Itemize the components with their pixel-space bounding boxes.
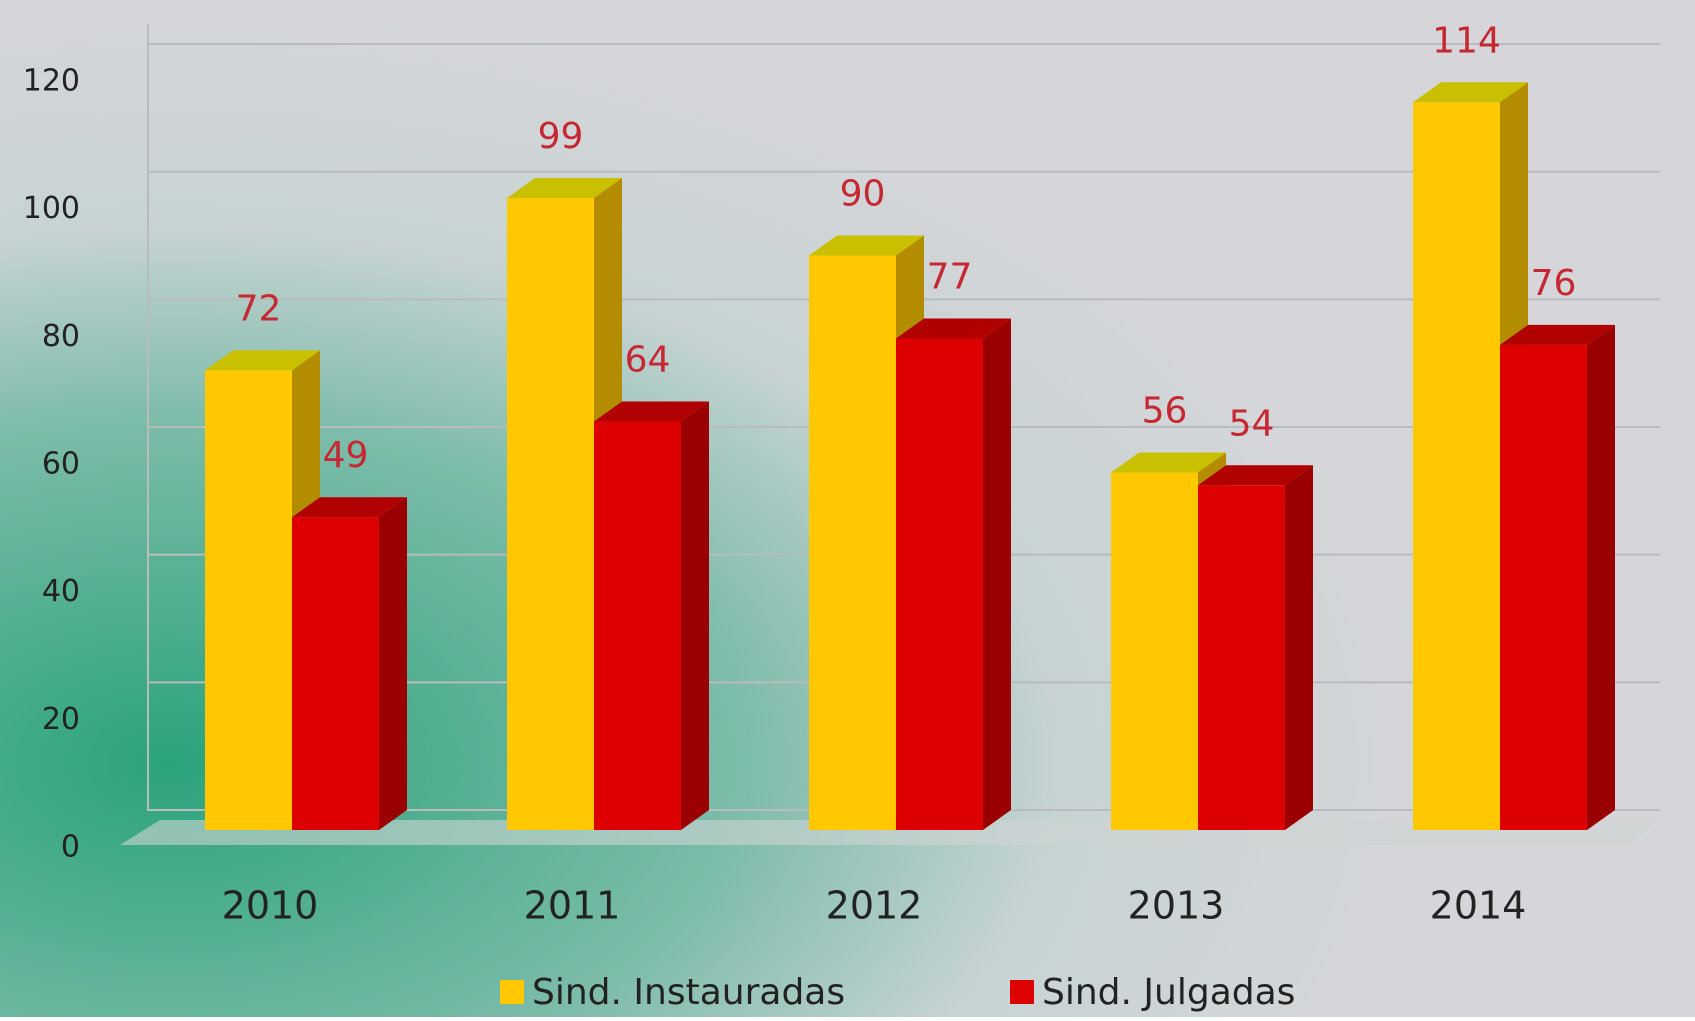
data-label: 72	[236, 288, 282, 329]
bar	[1198, 465, 1313, 830]
x-tick-label: 2012	[826, 884, 923, 928]
legend-swatch	[500, 980, 524, 1004]
data-label: 76	[1531, 263, 1577, 304]
bar	[594, 401, 709, 830]
bar	[1500, 324, 1615, 830]
data-label: 64	[625, 339, 671, 380]
y-tick-label: 120	[23, 64, 80, 99]
x-tick-label: 2013	[1128, 884, 1225, 928]
bar-front	[1500, 344, 1587, 830]
legend-label: Sind. Instauradas	[532, 972, 845, 1013]
data-label: 49	[323, 435, 369, 476]
bar-top	[896, 318, 1011, 339]
bar-side	[379, 497, 407, 830]
y-tick-label: 60	[42, 447, 80, 482]
bar-top	[809, 235, 924, 256]
bar-top	[1413, 82, 1528, 103]
bar-top	[1500, 324, 1615, 345]
data-label: 99	[538, 116, 584, 157]
x-tick-label: 2010	[222, 884, 319, 928]
data-label: 54	[1229, 403, 1275, 444]
data-label: 114	[1432, 20, 1501, 61]
legend: Sind. Instauradas Sind. Julgadas	[500, 972, 1295, 1013]
bar-front	[594, 421, 681, 830]
bar	[292, 497, 407, 830]
legend-swatch	[1010, 980, 1034, 1004]
y-tick-label: 80	[42, 319, 80, 354]
bar-side	[1285, 465, 1313, 830]
bar-side	[983, 318, 1011, 830]
bar-front	[292, 517, 379, 830]
bar-side	[681, 401, 709, 830]
y-tick-label: 100	[23, 191, 80, 226]
bar-front	[809, 255, 896, 830]
data-label: 90	[840, 174, 886, 215]
x-tick-label: 2011	[524, 884, 621, 928]
bar-front	[896, 338, 983, 830]
bar-top	[205, 350, 320, 371]
bar-top	[1111, 452, 1226, 473]
bar-side	[1587, 324, 1615, 830]
bar-top	[292, 497, 407, 518]
bar-front	[1111, 472, 1198, 830]
bar-top	[1198, 465, 1313, 486]
bar-front	[205, 370, 292, 830]
bar-front	[1413, 102, 1500, 831]
y-tick-label: 20	[42, 702, 80, 737]
bar	[896, 318, 1011, 830]
bar-front	[1198, 485, 1285, 830]
bar-front	[507, 198, 594, 831]
data-label: 77	[927, 256, 973, 297]
bar-top	[507, 178, 622, 199]
legend-label: Sind. Julgadas	[1042, 972, 1295, 1013]
y-tick-label: 40	[42, 574, 80, 609]
y-tick-label: 0	[61, 830, 80, 865]
x-tick-label: 2014	[1430, 884, 1527, 928]
bar-top	[594, 401, 709, 422]
bar	[507, 178, 622, 831]
data-label: 56	[1142, 391, 1188, 432]
